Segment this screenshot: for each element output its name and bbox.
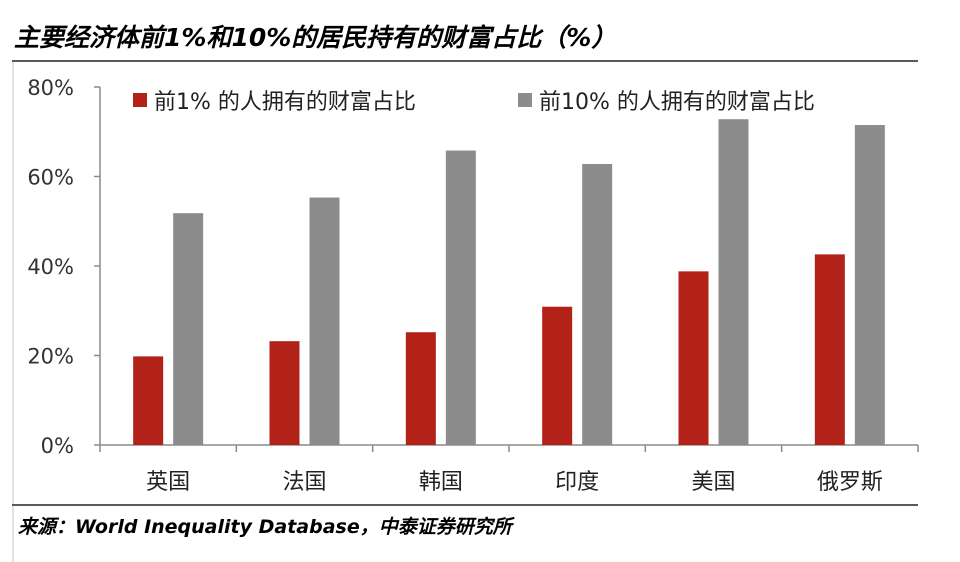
legend-label-top1: 前1% 的人拥有的财富占比 bbox=[154, 90, 416, 115]
y-tick-label: 40% bbox=[27, 255, 74, 279]
y-tick-label: 80% bbox=[27, 76, 74, 100]
x-axis: 英国 法国 韩国 印度 美国 俄罗斯 bbox=[99, 444, 919, 495]
x-category-label: 法国 bbox=[282, 470, 326, 495]
y-tick-label: 0% bbox=[41, 434, 74, 458]
bar-top10 bbox=[445, 150, 476, 446]
source-note: 来源：World Inequality Database，中泰证券研究所 bbox=[18, 516, 512, 538]
bar-top1 bbox=[405, 332, 436, 445]
bar-top1 bbox=[814, 254, 845, 445]
bars bbox=[133, 119, 885, 446]
source-divider bbox=[12, 504, 918, 506]
title-divider bbox=[12, 60, 918, 62]
legend-swatch-top1 bbox=[133, 93, 147, 107]
x-category-label: 俄罗斯 bbox=[817, 470, 883, 495]
bar-top1 bbox=[269, 341, 300, 445]
bar-top10 bbox=[582, 163, 613, 445]
bar-top1 bbox=[678, 271, 709, 445]
x-category-label: 韩国 bbox=[419, 470, 463, 495]
y-axis: 0% 20% 40% 60% 80% bbox=[27, 76, 101, 458]
x-category-label: 英国 bbox=[146, 470, 190, 495]
x-category-label: 美国 bbox=[691, 470, 735, 495]
x-category-label: 印度 bbox=[555, 470, 599, 495]
y-tick-label: 60% bbox=[27, 166, 74, 190]
legend-label-top10: 前10% 的人拥有的财富占比 bbox=[539, 90, 815, 115]
bar-top10 bbox=[173, 213, 204, 445]
bar-top1 bbox=[133, 356, 164, 445]
chart-title: 主要经济体前1%和10%的居民持有的财富占比（%） bbox=[14, 23, 617, 52]
left-border bbox=[12, 62, 14, 562]
legend-swatch-top10 bbox=[518, 93, 532, 107]
bar-top10 bbox=[854, 125, 885, 445]
bar-top10 bbox=[718, 119, 749, 445]
y-tick-label: 20% bbox=[27, 345, 74, 369]
legend: 前1% 的人拥有的财富占比 前10% 的人拥有的财富占比 bbox=[133, 90, 815, 115]
bar-top1 bbox=[542, 306, 573, 445]
bar-top10 bbox=[309, 197, 340, 445]
